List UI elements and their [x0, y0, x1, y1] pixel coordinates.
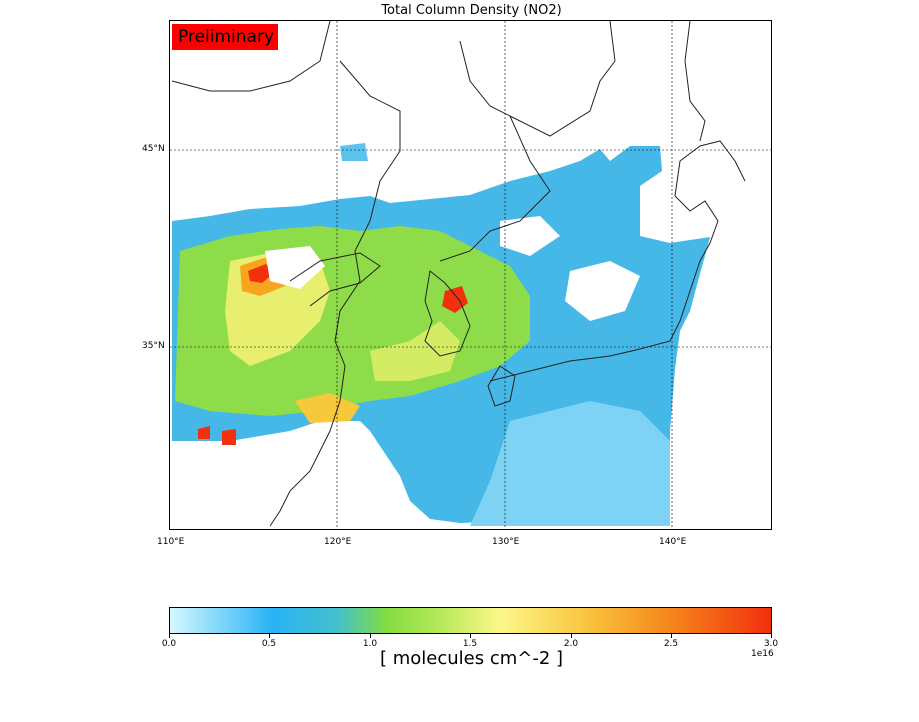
lon-label-130e: 130°E: [492, 537, 520, 547]
colorbar-tick: [269, 634, 270, 638]
map-title: Total Column Density (NO2): [381, 3, 562, 18]
colorbar-tick: [771, 634, 772, 638]
colorbar-tick-label: 0.5: [261, 639, 277, 649]
field-red-nw: [248, 264, 274, 283]
colorbar-unit-label: [ molecules cm^-2 ]: [379, 648, 564, 669]
border-1: [509, 21, 616, 137]
coast-china: [269, 60, 401, 527]
colorbar-tick-label: 0.0: [161, 639, 177, 649]
coast-sakhalin: [684, 21, 706, 142]
data-gap-3: [565, 261, 640, 321]
field-se-ocean: [470, 401, 670, 526]
data-gap-2: [500, 216, 560, 256]
colorbar-tick-label: 2.5: [663, 639, 679, 649]
colorbar-tick-label: 1.0: [362, 639, 378, 649]
colorbar-tick: [470, 634, 471, 638]
field-orange-coast: [295, 393, 360, 423]
colorbar-tick: [671, 634, 672, 638]
map-canvas: [170, 21, 771, 529]
colorbar-tick-label: 3.0: [763, 639, 779, 649]
colorbar-tick: [370, 634, 371, 638]
colorbar-tick: [169, 634, 170, 638]
lat-label-35n: 35°N: [142, 341, 165, 351]
colorbar-exponent: 1e16: [751, 649, 774, 659]
colorbar-tick: [571, 634, 572, 638]
colorbar-tick-label: 1.5: [462, 639, 478, 649]
coast-bohai: [289, 252, 381, 307]
coast-japan: [489, 140, 746, 382]
border-2: [171, 21, 331, 92]
lon-label-140e: 140°E: [659, 537, 687, 547]
colorbar: [169, 607, 772, 634]
field-north-patch: [340, 143, 368, 161]
lon-label-110e: 110°E: [157, 537, 185, 547]
coastlines: [171, 21, 746, 527]
field-red-sw2: [222, 429, 236, 445]
data-gap-1: [265, 246, 325, 289]
no2-field: [172, 143, 710, 526]
field-yellow-2: [370, 321, 460, 381]
lon-label-120e: 120°E: [324, 537, 352, 547]
map-panel: [169, 20, 772, 530]
preliminary-badge: Preliminary: [172, 24, 278, 50]
coast-russia: [439, 40, 551, 262]
colorbar-tick-label: 2.0: [563, 639, 579, 649]
field-red-sw1: [198, 426, 210, 439]
coast-kyushu: [487, 365, 516, 407]
lat-label-45n: 45°N: [142, 144, 165, 154]
field-red-seoul: [442, 286, 468, 313]
gridlines: [170, 21, 771, 529]
coast-korea: [424, 270, 471, 357]
